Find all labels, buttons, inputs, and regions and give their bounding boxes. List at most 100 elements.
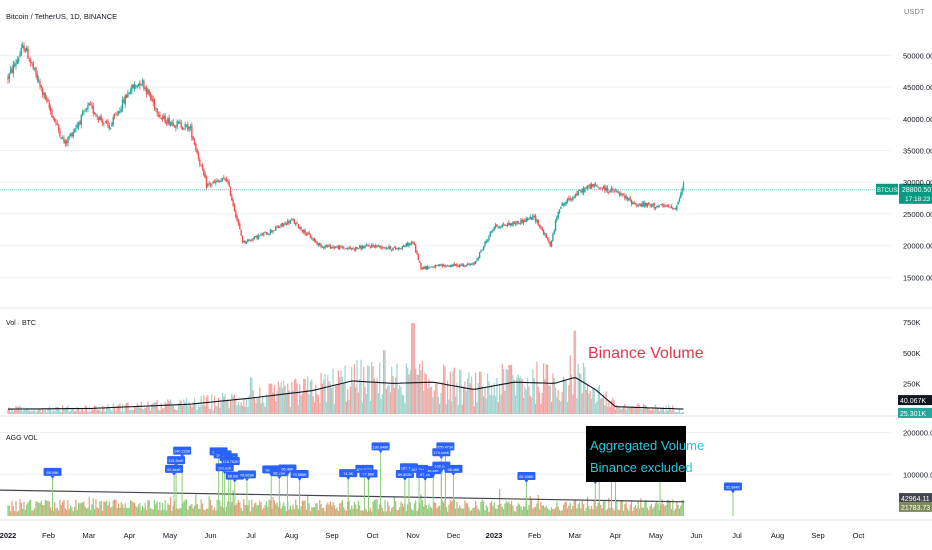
candle-body: [184, 124, 186, 128]
candle-body: [96, 116, 98, 118]
candle-body: [609, 190, 611, 193]
agg-volume-bar: [108, 501, 110, 516]
candle-body: [153, 100, 156, 108]
volume-bar: [284, 386, 286, 414]
candle-body: [409, 243, 412, 245]
candle-body: [488, 236, 490, 241]
volume-bar: [160, 402, 162, 414]
candle-body: [386, 247, 389, 249]
agg-volume-bar: [62, 501, 64, 516]
agg-volume-bar: [456, 501, 458, 516]
candle-body: [677, 201, 679, 205]
volume-bar: [288, 390, 290, 414]
volume-bar: [231, 393, 233, 414]
agg-volume-bar: [593, 500, 595, 516]
candle-body: [562, 203, 565, 205]
candle-body: [177, 122, 180, 124]
agg-bubble-box: [444, 464, 463, 473]
candle-body: [84, 110, 86, 112]
candle-body: [665, 206, 667, 208]
candle-body: [540, 226, 542, 229]
volume-bar: [441, 382, 443, 414]
volume-bar: [331, 388, 333, 414]
candle-body: [72, 131, 74, 137]
volume-bar: [259, 387, 261, 414]
agg-volume-bar: [192, 508, 194, 516]
agg-volume-bar: [447, 511, 449, 516]
volume-bar: [74, 411, 76, 414]
agg-volume-bar: [316, 503, 318, 516]
agg-volume-bar: [157, 509, 160, 516]
volume-bar: [51, 411, 53, 414]
volume-bar: [352, 383, 354, 414]
x-axis-label: Mar: [83, 531, 96, 540]
volume-bar: [636, 405, 638, 414]
candle-body: [283, 223, 285, 226]
agg-bubble-pointer: [366, 477, 371, 481]
candle-body: [422, 266, 425, 270]
candle-body: [646, 203, 649, 207]
candle-body: [248, 239, 250, 241]
volume-bar: [75, 410, 77, 414]
aggregated-volume-pane[interactable]: 89.09K140.223K115.3xxK92.8xxK1xx.xxK1xx.…: [0, 426, 932, 516]
agg-volume-bar: [463, 508, 465, 516]
volume-bar: [586, 384, 589, 414]
candle-body: [469, 264, 471, 266]
candle-body: [44, 92, 47, 100]
agg-volume-bar: [529, 495, 531, 516]
agg-volume-bar: [589, 509, 591, 516]
agg-volume-bar: [188, 506, 190, 516]
candle-body: [59, 130, 61, 137]
x-axis-label: May: [649, 531, 663, 540]
agg-volume-bar: [364, 508, 366, 516]
agg-bubble-pointer: [524, 480, 529, 484]
candle-body: [355, 246, 357, 251]
agg-volume-bar: [99, 501, 101, 516]
volume-bar: [420, 370, 422, 414]
agg-volume-bar: [276, 502, 278, 516]
volume-bar: [10, 411, 12, 414]
candle-body: [221, 178, 224, 181]
currency-label: USDT: [904, 7, 925, 16]
volume-bar: [107, 404, 109, 414]
agg-volume-bar: [148, 500, 150, 516]
volume-bar: [127, 402, 129, 414]
agg-volume-bar: [144, 502, 146, 516]
candle-body: [53, 118, 56, 122]
agg-volume-bar: [660, 504, 662, 516]
x-axis-label: Mar: [569, 531, 582, 540]
agg-volume-bar: [46, 500, 48, 516]
candle-body: [546, 237, 549, 239]
agg-volume-bar: [79, 503, 81, 516]
candle-body: [357, 248, 360, 250]
agg-bubble-pointer: [172, 472, 177, 476]
candle-body: [257, 235, 260, 240]
candle-body: [245, 242, 248, 244]
candle-body: [528, 219, 530, 220]
volume-bar: [343, 382, 345, 414]
candle-body: [279, 226, 281, 229]
candle-body: [268, 233, 270, 235]
volume-bar: [303, 379, 305, 414]
candle-body: [127, 92, 129, 98]
volume-bar: [188, 401, 190, 414]
agg-volume-bar: [582, 504, 585, 516]
agg-volume-bar: [666, 499, 669, 516]
agg-volume-bar: [524, 506, 526, 516]
agg-volume-bar: [100, 500, 102, 516]
volume-bar: [513, 379, 515, 414]
volume-bar: [605, 391, 607, 414]
volume-bar: [510, 365, 513, 414]
candle-body: [512, 221, 514, 226]
candle-body: [364, 246, 366, 249]
agg-volume-bar: [263, 507, 265, 516]
volume-bar: [8, 407, 10, 414]
candle-body: [518, 223, 521, 225]
agg-volume-bar: [213, 507, 216, 516]
volume-bar: [460, 370, 462, 414]
agg-volume-bar: [271, 508, 273, 516]
candle-body: [437, 264, 440, 266]
